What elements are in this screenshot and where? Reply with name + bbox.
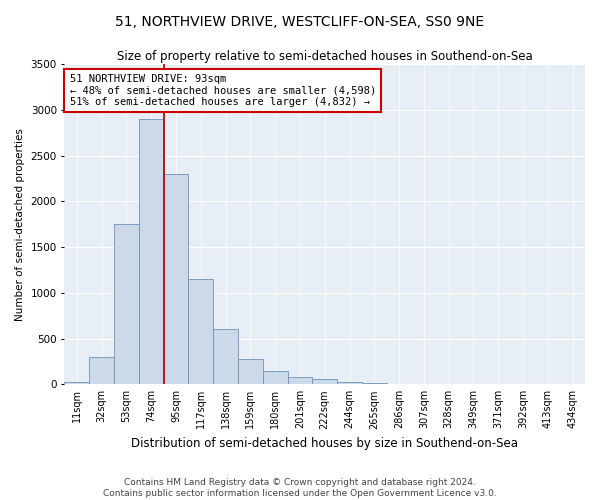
Bar xyxy=(337,382,362,384)
Text: 51, NORTHVIEW DRIVE, WESTCLIFF-ON-SEA, SS0 9NE: 51, NORTHVIEW DRIVE, WESTCLIFF-ON-SEA, S… xyxy=(115,15,485,29)
Bar xyxy=(263,370,287,384)
Text: Contains HM Land Registry data © Crown copyright and database right 2024.
Contai: Contains HM Land Registry data © Crown c… xyxy=(103,478,497,498)
Title: Size of property relative to semi-detached houses in Southend-on-Sea: Size of property relative to semi-detach… xyxy=(117,50,533,63)
Bar xyxy=(139,119,164,384)
Bar xyxy=(238,358,263,384)
Y-axis label: Number of semi-detached properties: Number of semi-detached properties xyxy=(15,128,25,320)
Bar xyxy=(89,357,114,384)
X-axis label: Distribution of semi-detached houses by size in Southend-on-Sea: Distribution of semi-detached houses by … xyxy=(131,437,518,450)
Bar xyxy=(114,224,139,384)
Bar xyxy=(213,330,238,384)
Bar xyxy=(313,380,337,384)
Bar xyxy=(64,382,89,384)
Bar xyxy=(188,279,213,384)
Bar xyxy=(287,377,313,384)
Bar xyxy=(164,174,188,384)
Bar xyxy=(362,383,386,384)
Text: 51 NORTHVIEW DRIVE: 93sqm
← 48% of semi-detached houses are smaller (4,598)
51% : 51 NORTHVIEW DRIVE: 93sqm ← 48% of semi-… xyxy=(70,74,376,107)
